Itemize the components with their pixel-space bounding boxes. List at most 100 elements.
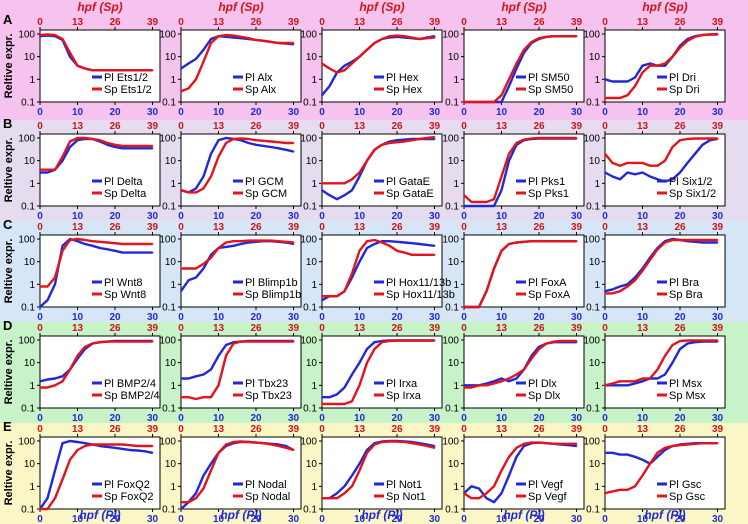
sp-series-line — [463, 136, 577, 204]
x-top-tick-label: 13 — [354, 17, 366, 28]
legend-label-sp: Sp Not1 — [386, 491, 426, 503]
pl-data-point — [373, 243, 376, 245]
pl-data-point — [433, 138, 436, 140]
sp-data-point — [136, 145, 139, 147]
sp-data-point — [388, 340, 391, 342]
y-tick-label: 0.1 — [21, 98, 35, 109]
y-tick-label: 100 — [583, 133, 600, 144]
sp-data-point — [709, 442, 711, 445]
sp-data-point — [106, 443, 109, 446]
y-tick-label: 0.1 — [445, 98, 459, 109]
y-tick-label: 1 — [594, 179, 600, 190]
x-tick-label: 20 — [533, 211, 545, 222]
x-top-tick-label: 0 — [178, 17, 184, 28]
sp-data-point — [634, 162, 636, 164]
y-tick-label: 10 — [165, 257, 177, 268]
sp-data-point — [626, 488, 629, 491]
legend-label-sp: Sp Tbx23 — [245, 390, 292, 402]
x-tick-label: 30 — [712, 107, 724, 118]
sp-data-point — [262, 139, 265, 142]
pl-data-point — [470, 384, 473, 387]
pl-data-point — [321, 396, 323, 399]
sp-data-point — [686, 39, 689, 42]
y-tick-label: 0.1 — [162, 98, 176, 109]
pl-data-point — [39, 380, 41, 383]
pl-data-point — [151, 451, 154, 454]
sp-data-point — [232, 34, 235, 37]
y-tick-label: 100 — [159, 234, 176, 245]
pl-data-point — [604, 290, 606, 293]
pl-data-point — [270, 146, 272, 148]
y-tick-label: 100 — [300, 436, 317, 447]
x-top-tick-label: 39 — [147, 323, 159, 334]
sp-data-point — [508, 243, 510, 245]
y-tick-label: 10 — [448, 358, 460, 369]
legend-label-pl: Pl GataE — [386, 176, 430, 188]
x-top-tick-label: 0 — [319, 17, 325, 28]
sp-data-point — [373, 239, 376, 241]
sp-data-point — [523, 368, 525, 371]
sp-data-point — [485, 201, 488, 203]
sp-data-point — [433, 136, 436, 139]
sp-data-point — [321, 295, 323, 298]
pl-data-point — [485, 497, 488, 500]
x-tick-label: 20 — [391, 413, 403, 424]
pl-data-point — [336, 393, 338, 396]
sp-data-point — [411, 253, 413, 256]
pl-data-point — [493, 380, 495, 383]
legend-label-pl: Pl Delta — [104, 176, 143, 188]
bottom-axis-title: hpf (Pl) — [503, 508, 544, 522]
sp-data-point — [180, 267, 182, 270]
pl-data-point — [336, 492, 338, 495]
pl-data-point — [478, 487, 480, 490]
sp-data-point — [292, 42, 295, 44]
sp-data-point — [277, 141, 280, 144]
pl-data-point — [210, 38, 212, 40]
pl-data-point — [232, 36, 235, 39]
sp-data-point — [470, 101, 473, 103]
x-top-tick-label: 26 — [109, 222, 121, 233]
x-tick-label: 30 — [712, 312, 724, 323]
x-top-tick-label: 13 — [213, 424, 225, 435]
sp-data-point — [358, 55, 361, 58]
legend-label-pl: Pl Not1 — [386, 479, 422, 491]
sp-data-point — [114, 143, 116, 146]
pl-data-point — [611, 451, 614, 454]
x-top-tick-label: 13 — [496, 17, 508, 28]
sp-data-point — [575, 340, 578, 342]
x-top-tick-label: 39 — [712, 222, 724, 233]
x-tick-label: 0 — [461, 413, 467, 424]
row-label: B — [3, 116, 12, 131]
pl-data-point — [343, 64, 346, 67]
pl-data-point — [649, 175, 651, 178]
sp-data-point — [701, 137, 704, 140]
y-tick-label: 0.1 — [586, 303, 600, 314]
sp-data-point — [61, 478, 64, 481]
legend-label-pl: Pl SM50 — [528, 72, 570, 84]
pl-data-point — [202, 474, 205, 477]
sp-data-point — [61, 380, 64, 383]
sp-data-point — [575, 35, 578, 38]
y-tick-label: 10 — [165, 358, 177, 369]
x-top-tick-label: 39 — [429, 17, 441, 28]
pl-data-point — [69, 440, 71, 442]
sp-data-point — [641, 162, 644, 164]
sp-data-point — [225, 443, 227, 446]
pl-data-point — [129, 449, 131, 451]
pl-data-point — [225, 35, 227, 38]
sp-data-point — [277, 340, 280, 343]
x-top-tick-label: 13 — [72, 323, 84, 334]
x-tick-label: 30 — [429, 211, 441, 222]
pl-data-point — [619, 80, 621, 83]
pl-data-point — [225, 246, 227, 248]
y-tick-label: 100 — [583, 29, 600, 40]
pl-data-point — [61, 375, 64, 378]
x-top-tick-label: 26 — [674, 121, 686, 132]
y-tick-label: 10 — [165, 459, 177, 470]
pl-data-point — [493, 205, 495, 207]
